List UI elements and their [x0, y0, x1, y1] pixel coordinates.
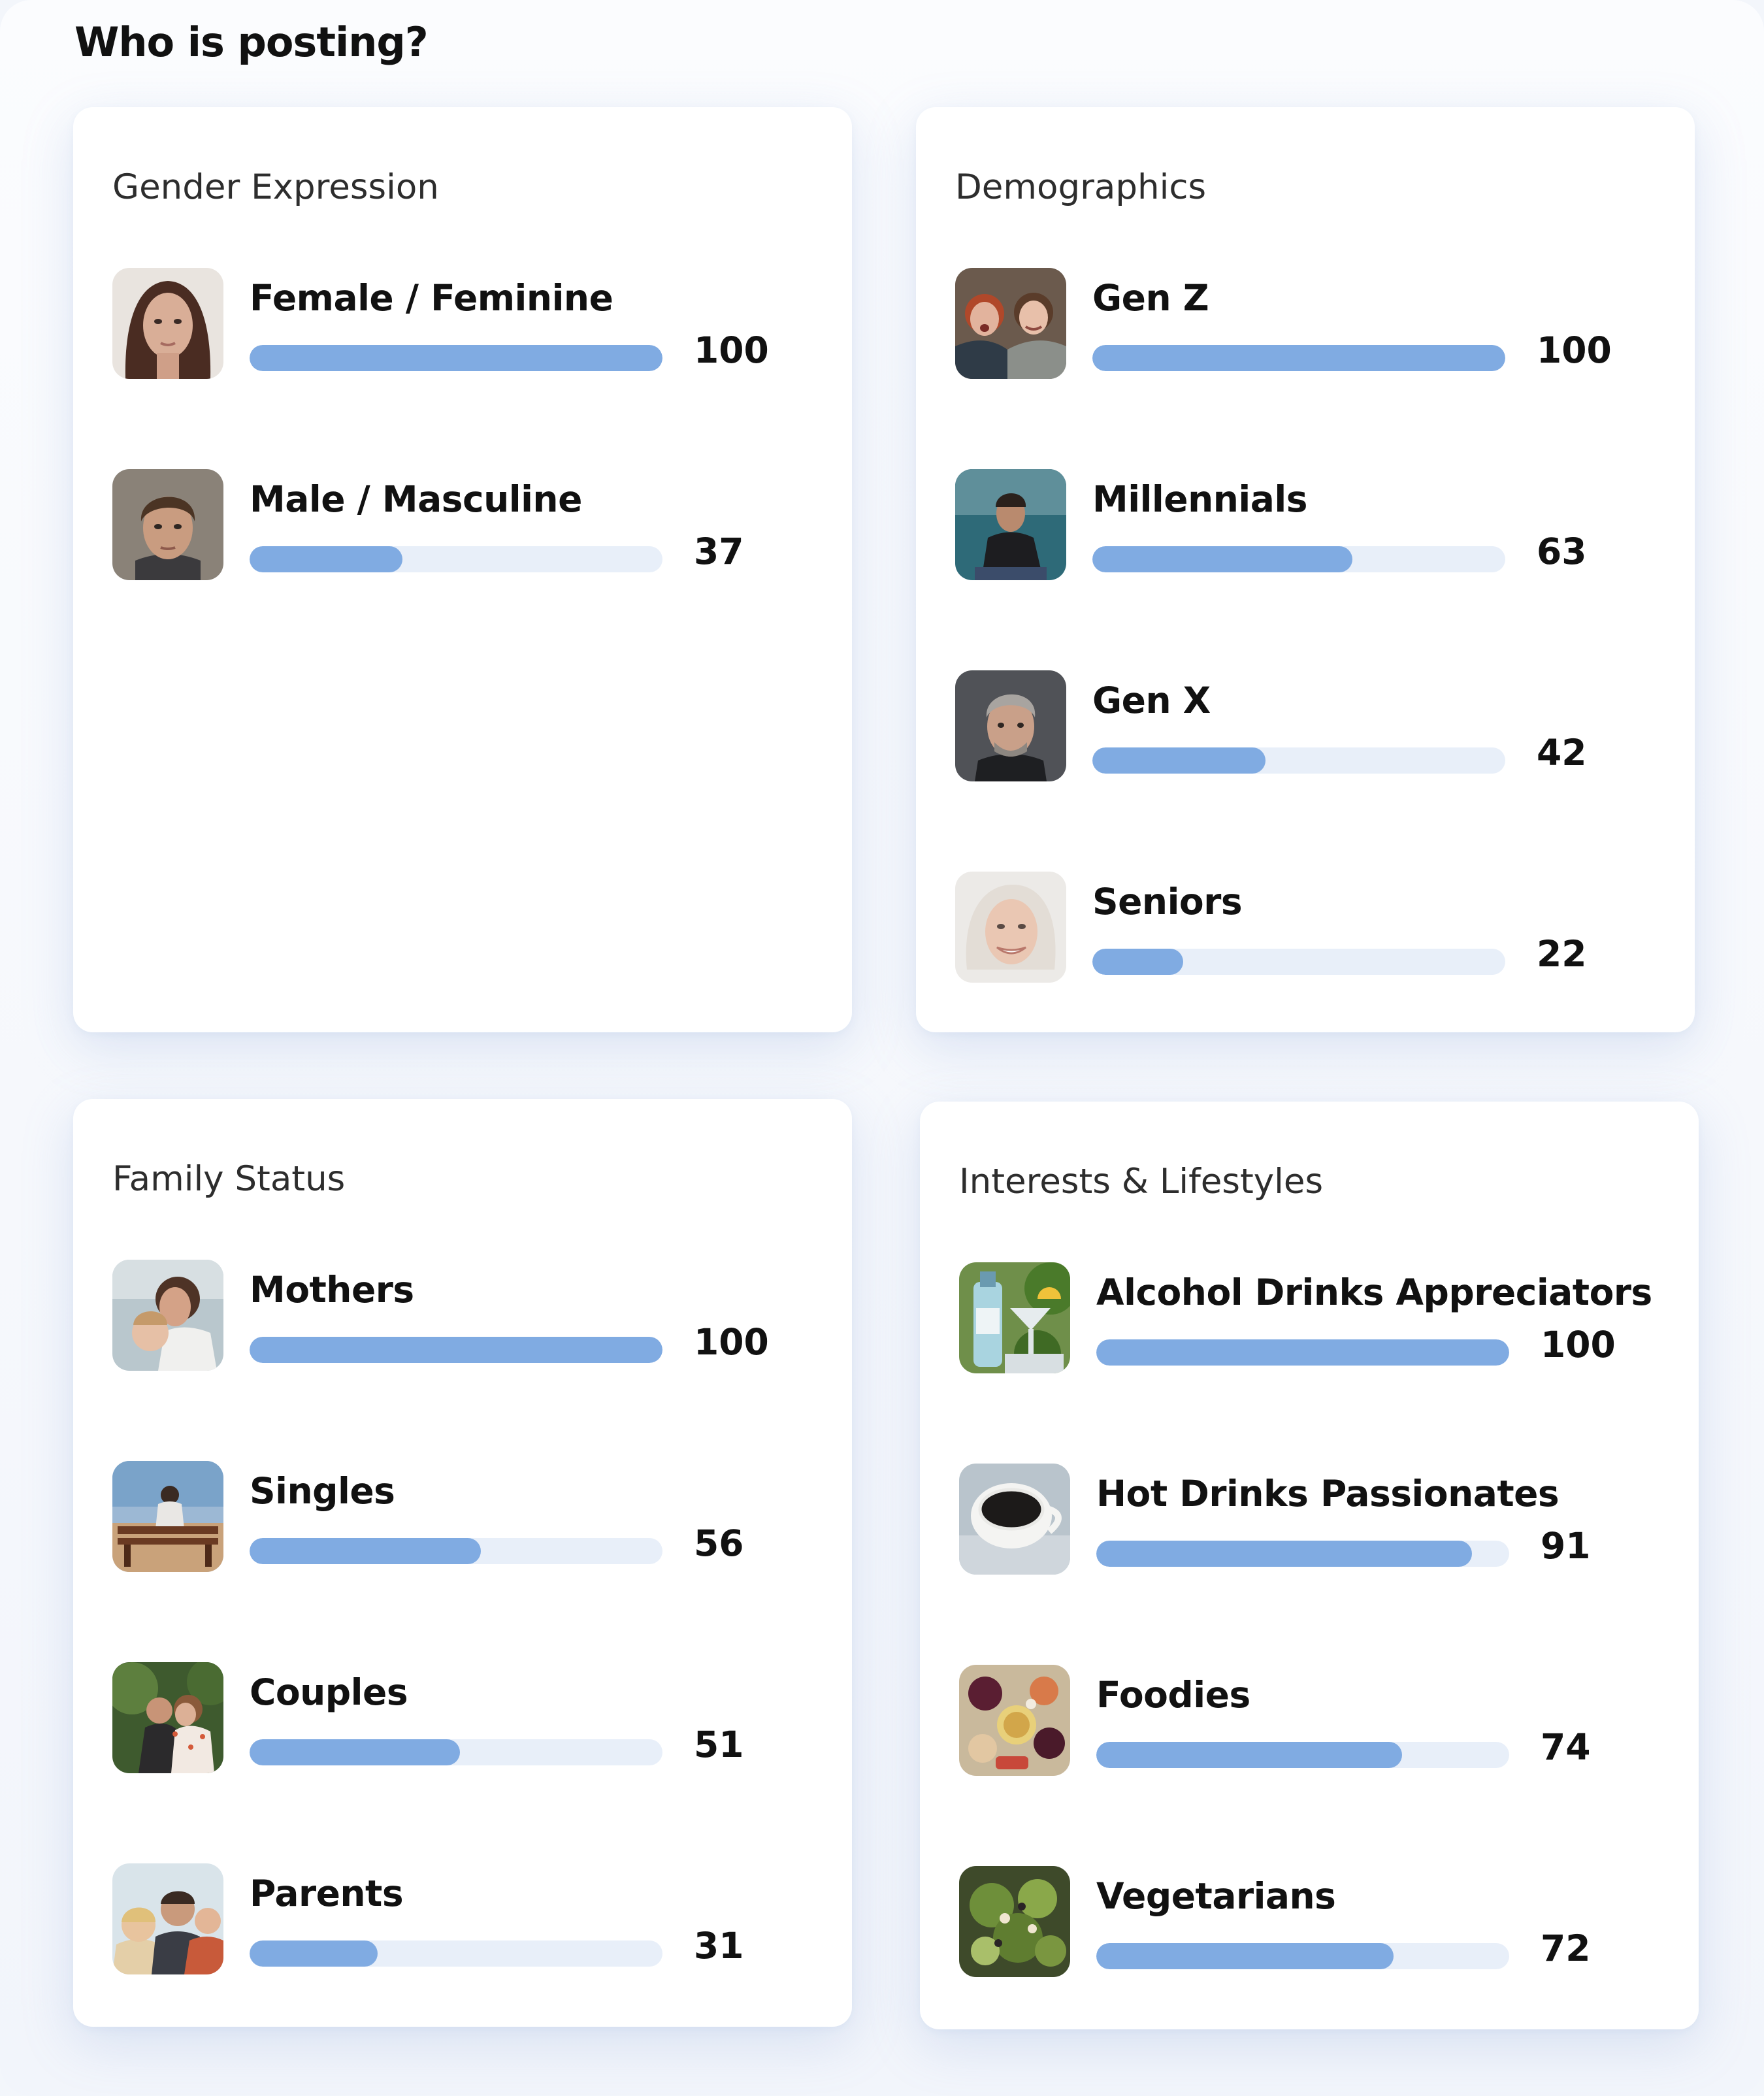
- row-label: Female / Feminine: [250, 277, 613, 319]
- row-value: 37: [694, 531, 744, 572]
- card-demographics: Demographics Gen Z 100: [916, 107, 1695, 1032]
- progress-bar-fill: [250, 546, 402, 572]
- row-value: 42: [1537, 732, 1587, 774]
- progress-bar-track: [1092, 949, 1505, 975]
- audience-row-female: Female / Feminine 100: [112, 268, 798, 379]
- audience-row-parents: Parents 31: [112, 1863, 798, 1974]
- audience-row-mothers: Mothers 100: [112, 1260, 798, 1371]
- row-value: 51: [694, 1724, 744, 1765]
- card-title: Interests & Lifestyles: [959, 1162, 1324, 1202]
- coffee-cup-photo: [959, 1464, 1070, 1575]
- row-label: Male / Masculine: [250, 478, 582, 520]
- progress-bar-fill: [250, 345, 662, 371]
- row-value: 72: [1541, 1927, 1591, 1969]
- progress-bar-track: [250, 1337, 662, 1363]
- row-value: 91: [1541, 1525, 1591, 1567]
- progress-bar-track: [1096, 1943, 1509, 1969]
- card-title: Family Status: [112, 1159, 346, 1199]
- page-title: Who is posting?: [74, 18, 429, 66]
- food-platter-photo: [959, 1665, 1070, 1776]
- row-label: Hot Drinks Passionates: [1096, 1473, 1560, 1515]
- senior-woman-photo: [955, 872, 1066, 983]
- progress-bar-track: [1092, 546, 1505, 572]
- row-value: 63: [1537, 531, 1587, 572]
- row-label: Alcohol Drinks Appreciators: [1096, 1271, 1652, 1313]
- row-label: Millennials: [1092, 478, 1307, 520]
- row-value: 100: [1537, 329, 1612, 371]
- row-label: Vegetarians: [1096, 1875, 1336, 1917]
- row-label: Gen Z: [1092, 277, 1209, 319]
- row-label: Mothers: [250, 1269, 414, 1311]
- progress-bar-track: [1092, 747, 1505, 774]
- progress-bar-fill: [1092, 546, 1353, 572]
- audience-row-foodies: Foodies 74: [959, 1665, 1645, 1776]
- progress-bar-track: [250, 345, 662, 371]
- card-family-status: Family Status Mothers 100: [73, 1099, 852, 2027]
- row-label: Seniors: [1092, 881, 1243, 923]
- row-label: Singles: [250, 1470, 395, 1512]
- progress-bar-track: [250, 1739, 662, 1765]
- progress-bar-fill: [1092, 345, 1505, 371]
- card-interests-lifestyles: Interests & Lifestyles Alcohol Drinks Ap…: [920, 1102, 1699, 2029]
- progress-bar-fill: [250, 1337, 662, 1363]
- row-value: 74: [1541, 1726, 1591, 1768]
- audience-row-vegetarians: Vegetarians 72: [959, 1866, 1645, 1977]
- audience-row-singles: Singles 56: [112, 1461, 798, 1572]
- audience-row-male: Male / Masculine 37: [112, 469, 798, 580]
- female-portrait-photo: [112, 268, 223, 379]
- audience-row-alcohol-drinks: Alcohol Drinks Appreciators 100: [959, 1262, 1652, 1373]
- row-value: 100: [694, 1321, 769, 1363]
- progress-bar-track: [250, 1940, 662, 1967]
- millennial-man-photo: [955, 469, 1066, 580]
- progress-bar-track: [1096, 1339, 1509, 1366]
- mother-child-photo: [112, 1260, 223, 1371]
- gen-x-man-photo: [955, 670, 1066, 781]
- row-label: Gen X: [1092, 680, 1211, 721]
- cocktail-photo: [959, 1262, 1070, 1373]
- couple-photo: [112, 1662, 223, 1773]
- salad-photo: [959, 1866, 1070, 1977]
- progress-bar-fill: [1096, 1541, 1473, 1567]
- audience-row-couples: Couples 51: [112, 1662, 798, 1773]
- row-value: 22: [1537, 933, 1587, 975]
- row-value: 56: [694, 1522, 744, 1564]
- row-label: Couples: [250, 1671, 408, 1713]
- audience-row-hot-drinks: Hot Drinks Passionates 91: [959, 1464, 1645, 1575]
- progress-bar-fill: [250, 1940, 378, 1967]
- progress-bar-track: [250, 546, 662, 572]
- progress-bar-fill: [1096, 1742, 1402, 1768]
- audience-row-gen-x: Gen X 42: [955, 670, 1641, 781]
- gen-z-friends-photo: [955, 268, 1066, 379]
- progress-bar-track: [250, 1538, 662, 1564]
- male-portrait-photo: [112, 469, 223, 580]
- row-value: 100: [694, 329, 769, 371]
- family-photo: [112, 1863, 223, 1974]
- audience-row-seniors: Seniors 22: [955, 872, 1641, 983]
- row-value: 31: [694, 1925, 744, 1967]
- progress-bar-track: [1092, 345, 1505, 371]
- progress-bar-fill: [1096, 1943, 1394, 1969]
- row-label: Foodies: [1096, 1674, 1250, 1716]
- progress-bar-fill: [250, 1739, 461, 1765]
- card-gender-expression: Gender Expression Female / Feminine 100: [73, 107, 852, 1032]
- card-title: Demographics: [955, 167, 1207, 207]
- progress-bar-fill: [1096, 1339, 1509, 1366]
- single-bench-photo: [112, 1461, 223, 1572]
- progress-bar-fill: [1092, 747, 1266, 774]
- row-label: Parents: [250, 1873, 404, 1914]
- progress-bar-track: [1096, 1541, 1509, 1567]
- card-title: Gender Expression: [112, 167, 439, 207]
- audience-row-gen-z: Gen Z 100: [955, 268, 1641, 379]
- audience-row-millennials: Millennials 63: [955, 469, 1641, 580]
- progress-bar-fill: [250, 1538, 481, 1564]
- progress-bar-fill: [1092, 949, 1184, 975]
- row-value: 100: [1541, 1324, 1616, 1366]
- progress-bar-track: [1096, 1742, 1509, 1768]
